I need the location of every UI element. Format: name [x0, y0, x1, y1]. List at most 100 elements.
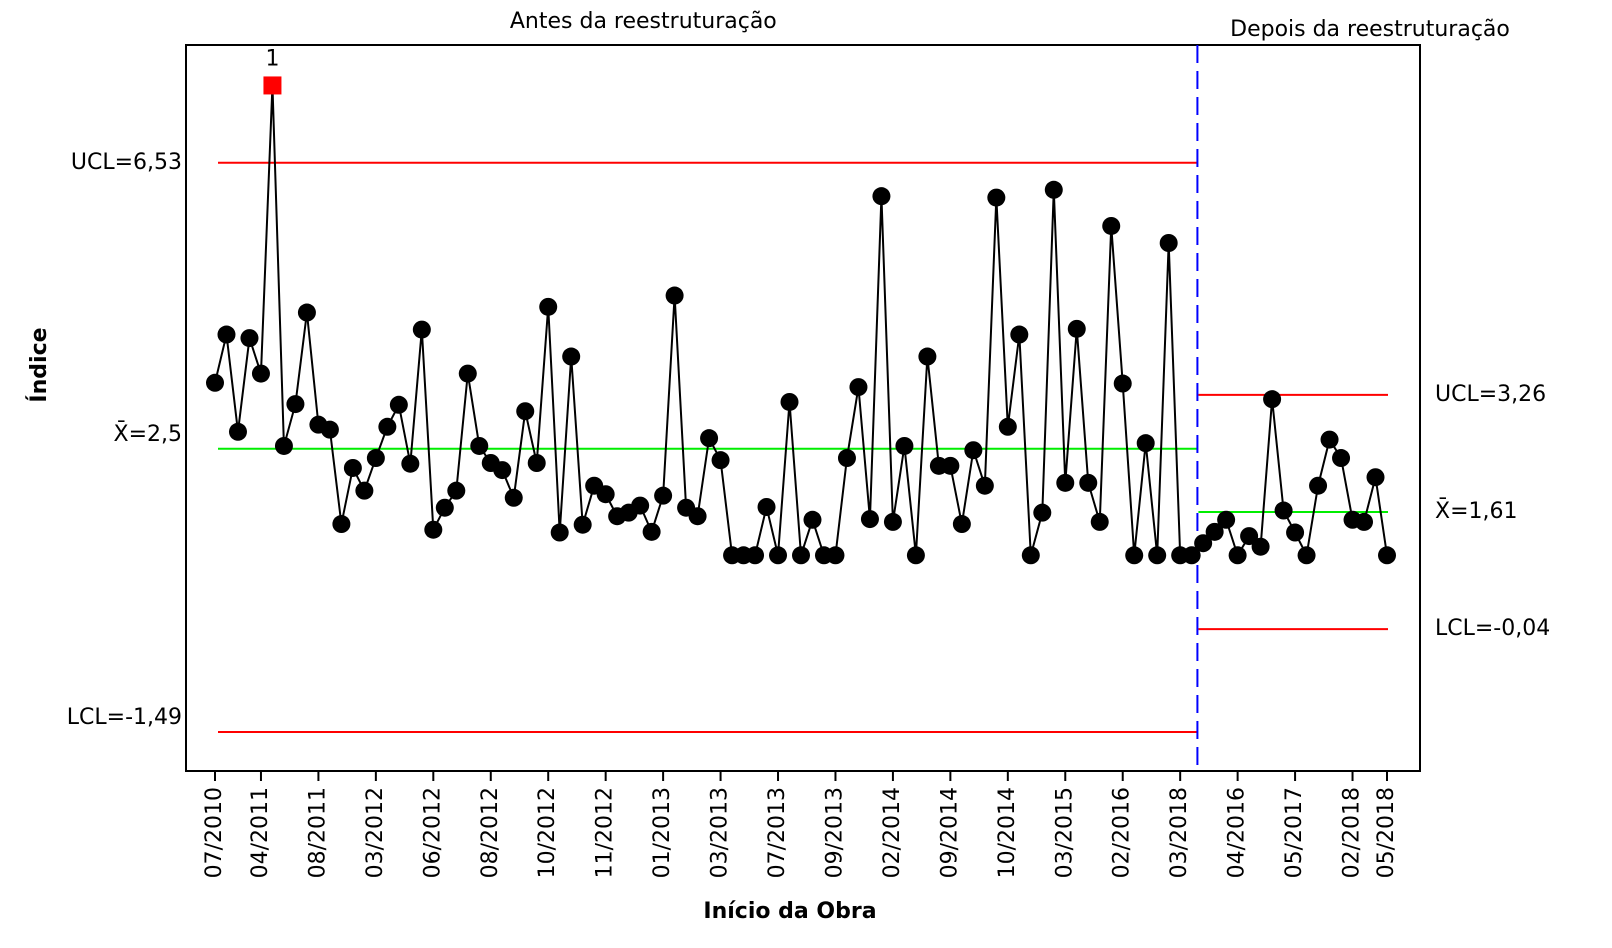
point — [849, 378, 868, 397]
point — [1102, 216, 1121, 235]
point — [1309, 476, 1328, 495]
point — [1194, 534, 1213, 553]
x-tick-label: 06/2012 — [420, 787, 445, 878]
x-tick-label: 11/2012 — [593, 787, 618, 878]
point — [1205, 522, 1224, 541]
point — [1010, 325, 1029, 344]
point — [412, 320, 431, 339]
point — [780, 392, 799, 411]
point — [228, 422, 247, 441]
point — [895, 436, 914, 455]
point — [975, 476, 994, 495]
plot-frame — [185, 44, 1421, 772]
ucl-label: UCL=3,26 — [1435, 382, 1546, 407]
point — [1263, 390, 1282, 409]
x-tick-label: 03/2013 — [708, 787, 733, 878]
point — [1079, 473, 1098, 492]
point — [700, 429, 719, 448]
x-tick-label: 10/2012 — [535, 787, 560, 878]
point — [1274, 501, 1293, 520]
point — [872, 187, 891, 206]
point — [1033, 503, 1052, 522]
point — [1320, 430, 1339, 449]
point — [688, 507, 707, 526]
flagged-point — [263, 76, 282, 95]
point — [274, 436, 293, 455]
point — [470, 436, 489, 455]
point — [435, 498, 454, 517]
x-tick-label: 04/2016 — [1225, 787, 1250, 878]
point — [1113, 374, 1132, 393]
point — [286, 395, 305, 414]
ucl-label: UCL=6,53 — [71, 150, 182, 175]
point — [952, 515, 971, 534]
point — [883, 512, 902, 531]
x-tick-label: 05/2017 — [1282, 787, 1307, 878]
point — [1251, 537, 1270, 556]
point — [1090, 512, 1109, 531]
x-tick-label: 10/2014 — [995, 787, 1020, 878]
point — [1286, 523, 1305, 542]
point — [987, 188, 1006, 207]
point — [493, 461, 512, 480]
x-tick-label: 02/2018 — [1340, 787, 1365, 878]
x-tick-label: 07/2013 — [765, 787, 790, 878]
point — [711, 451, 730, 470]
point — [837, 449, 856, 468]
point — [998, 417, 1017, 436]
x-tick-label: 08/2012 — [478, 787, 503, 878]
point — [389, 395, 408, 414]
x-axis-label: Início da Obra — [703, 899, 876, 924]
point — [792, 546, 810, 565]
flag-label: 1 — [265, 46, 279, 71]
point — [860, 510, 879, 529]
x-tick-label: 04/2011 — [248, 787, 273, 878]
x-tick-label: 03/2015 — [1052, 787, 1077, 878]
point — [1217, 510, 1236, 529]
point — [251, 364, 270, 383]
point — [1240, 527, 1259, 546]
point — [769, 546, 788, 565]
point — [906, 546, 925, 565]
point — [1125, 546, 1144, 565]
point — [803, 510, 822, 529]
point — [1136, 434, 1155, 453]
point — [1021, 546, 1040, 565]
x-tick-label: 03/2018 — [1167, 787, 1192, 878]
x-tick-label: 08/2011 — [305, 787, 330, 878]
point — [1159, 234, 1178, 252]
point — [527, 454, 546, 472]
point — [1067, 319, 1086, 338]
point — [1366, 468, 1385, 487]
point — [1355, 512, 1374, 531]
point — [297, 303, 316, 322]
point — [826, 546, 845, 565]
point — [504, 488, 523, 507]
point — [539, 297, 558, 316]
x-tick-label: 02/2014 — [880, 787, 905, 878]
lcl-label: LCL=-0,04 — [1435, 616, 1550, 641]
point — [206, 373, 224, 392]
point — [320, 420, 339, 439]
point — [1332, 449, 1351, 468]
point — [1056, 473, 1075, 492]
point — [343, 458, 362, 477]
point — [941, 456, 960, 475]
point — [1182, 546, 1201, 565]
point — [458, 364, 477, 383]
point — [746, 546, 765, 565]
x-tick-label: 05/2018 — [1374, 787, 1399, 878]
point — [596, 485, 615, 504]
point — [424, 520, 443, 539]
x-tick-label: 01/2013 — [650, 787, 675, 878]
phase-title: Depois da reestruturação — [1230, 17, 1510, 42]
point — [1297, 546, 1316, 565]
x-tick-label: 09/2013 — [822, 787, 847, 878]
point — [332, 515, 351, 534]
point — [654, 486, 673, 505]
x-tick-label: 07/2010 — [202, 787, 227, 878]
point — [562, 347, 581, 366]
point — [366, 449, 385, 468]
point — [1044, 180, 1063, 199]
